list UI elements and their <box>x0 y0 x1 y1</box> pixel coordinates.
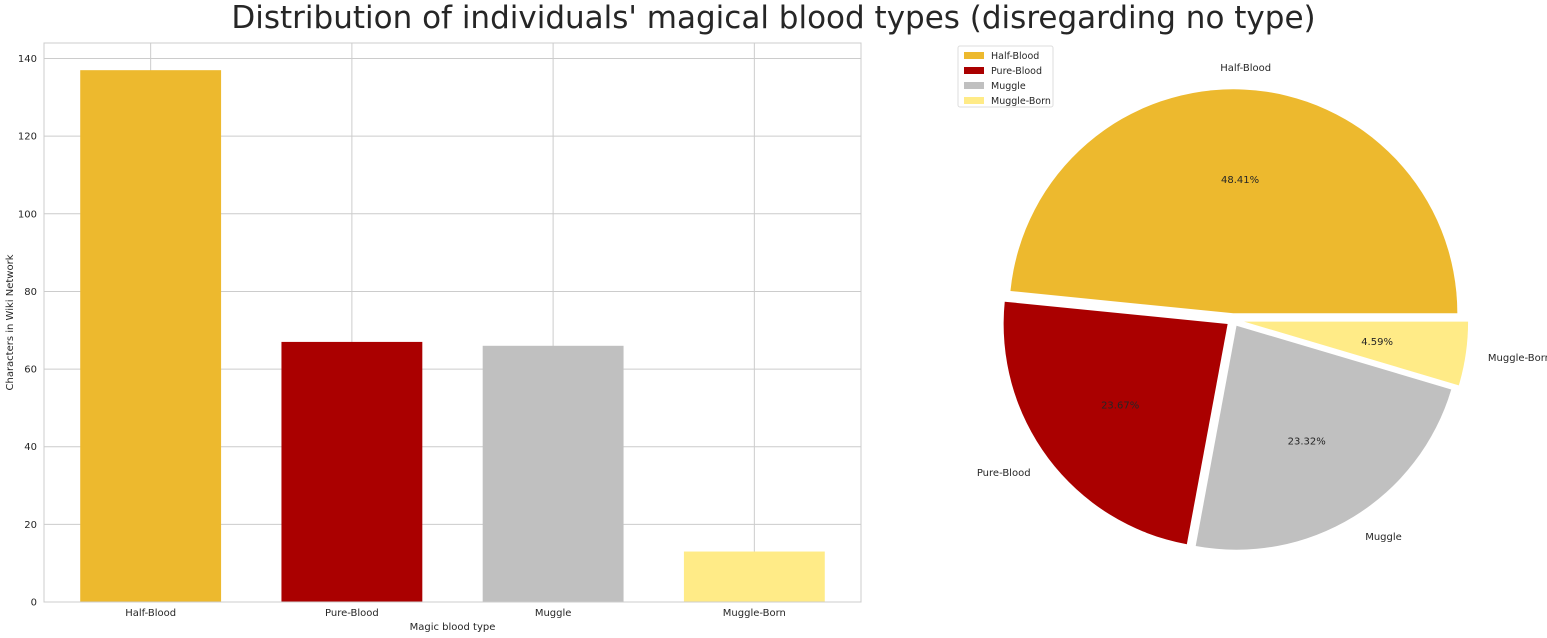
bar-muggle <box>482 345 624 602</box>
legend-swatch <box>964 67 984 74</box>
legend-box <box>957 45 1054 108</box>
legend-swatch <box>964 52 984 59</box>
y-tick-label: 100 <box>18 209 37 220</box>
y-tick-label: 0 <box>31 598 37 609</box>
y-tick-label: 140 <box>18 54 37 65</box>
bar-pure-blood <box>281 341 423 602</box>
pie-slice-muggle <box>1195 325 1452 550</box>
legend-entry: Muggle-Born <box>991 96 1051 107</box>
pie-pct-label: 4.59% <box>1361 337 1393 348</box>
figure-title: Distribution of individuals' magical blo… <box>231 0 1316 36</box>
pie-label: Pure-Blood <box>977 468 1031 479</box>
legend-entry: Pure-Blood <box>991 66 1042 77</box>
x-tick-label: Pure-Blood <box>325 608 379 619</box>
bar-muggle-born <box>683 551 825 602</box>
y-tick-label: 40 <box>24 442 37 453</box>
y-tick-label: 120 <box>18 132 37 143</box>
y-tick-label: 20 <box>24 520 37 531</box>
pie-pct-label: 48.41% <box>1221 175 1259 186</box>
y-tick-label: 60 <box>24 365 37 376</box>
bar-half-blood <box>80 70 222 603</box>
pie-label: Half-Blood <box>1220 63 1271 74</box>
y-axis-label: Characters in Wiki Network <box>5 254 16 390</box>
plot-frame <box>43 42 862 603</box>
legend-entry: Muggle <box>991 81 1026 92</box>
pie-slice-muggle-born <box>1244 321 1469 386</box>
pie-label: Muggle <box>1365 532 1402 543</box>
pie-pct-label: 23.32% <box>1288 436 1326 447</box>
pie-pct-label: 23.67% <box>1101 401 1139 412</box>
pie-slice-pure-blood <box>1003 301 1228 545</box>
legend-swatch <box>964 82 984 89</box>
y-tick-label: 80 <box>24 287 37 298</box>
pie-slice-half-blood <box>1010 89 1458 314</box>
x-tick-label: Muggle-Born <box>723 608 786 619</box>
pie-label: Muggle-Born <box>1488 353 1547 364</box>
legend-swatch <box>964 97 984 104</box>
legend-entry: Half-Blood <box>991 51 1039 62</box>
x-tick-label: Muggle <box>535 608 572 619</box>
x-tick-label: Half-Blood <box>125 608 176 619</box>
x-axis-label: Magic blood type <box>410 622 496 633</box>
